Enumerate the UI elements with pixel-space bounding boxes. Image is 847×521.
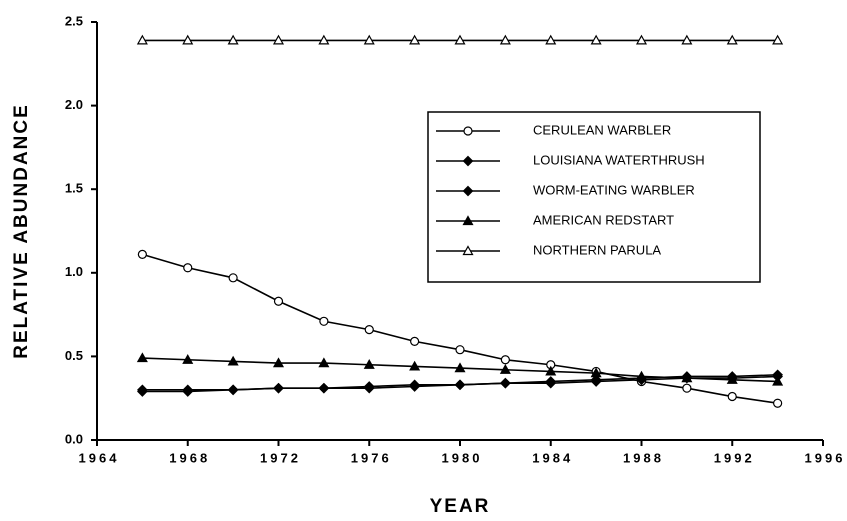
y-tick-label: 2.0 <box>65 97 83 112</box>
x-tick-label: 1964 <box>79 450 120 465</box>
y-axis-label: RELATIVE ABUNDANCE <box>11 103 32 359</box>
legend-label: AMERICAN REDSTART <box>533 212 674 227</box>
legend-box <box>427 111 761 283</box>
y-tick-label: 1.0 <box>65 264 83 279</box>
y-tick-label: 0.0 <box>65 431 83 446</box>
x-tick-label: 1984 <box>532 450 573 465</box>
data-point <box>454 34 466 45</box>
x-tick-label: 1968 <box>169 450 210 465</box>
data-point <box>499 34 511 45</box>
legend-marker <box>463 126 473 136</box>
data-point <box>227 34 239 45</box>
x-tick-label: 1972 <box>260 450 301 465</box>
data-point <box>272 34 285 45</box>
data-point <box>454 379 466 391</box>
data-point <box>772 375 784 386</box>
data-point <box>590 374 602 386</box>
legend-label: CERULEAN WARBLER <box>533 122 671 137</box>
data-point <box>500 377 511 389</box>
x-tick-label: 1988 <box>623 450 664 465</box>
data-point <box>318 34 330 45</box>
data-point <box>363 382 375 394</box>
data-point <box>318 382 330 394</box>
data-point <box>455 345 465 355</box>
data-point <box>772 34 784 45</box>
data-point <box>454 362 466 373</box>
legend-label: LOUISIANA WATERTHRUSH <box>533 152 705 167</box>
data-point <box>273 296 284 306</box>
data-point <box>635 370 648 381</box>
legend-marker <box>462 155 474 167</box>
data-point <box>409 360 421 371</box>
data-point <box>318 357 330 368</box>
data-point <box>681 372 693 383</box>
data-point <box>545 34 557 45</box>
data-point <box>726 374 738 384</box>
data-point <box>499 364 511 374</box>
data-point <box>635 34 648 45</box>
data-point <box>773 398 783 408</box>
data-point <box>228 273 238 283</box>
data-point <box>590 367 602 378</box>
data-point <box>137 384 148 396</box>
data-point <box>363 359 375 369</box>
legend-marker <box>462 185 474 197</box>
data-point <box>183 263 193 273</box>
data-point <box>319 316 329 326</box>
data-point <box>137 249 147 260</box>
data-point <box>590 34 602 45</box>
data-point <box>410 336 420 346</box>
data-point <box>227 384 239 396</box>
data-point <box>227 355 239 366</box>
data-point <box>409 34 421 45</box>
data-point <box>182 34 194 45</box>
y-tick-label: 2.5 <box>65 13 83 28</box>
data-point <box>182 384 194 396</box>
data-point <box>409 381 420 392</box>
legend-marker <box>462 245 474 256</box>
data-point <box>136 352 148 363</box>
data-point <box>500 355 510 365</box>
legend-marker <box>462 215 474 226</box>
data-point <box>726 34 738 45</box>
y-tick-label: 0.5 <box>65 348 83 363</box>
data-point <box>272 357 285 368</box>
x-tick-label: 1976 <box>351 450 392 465</box>
y-tick-label: 1.5 <box>65 181 83 196</box>
x-tick-label: 1980 <box>442 450 483 465</box>
data-point <box>363 34 375 45</box>
data-point <box>727 391 737 402</box>
x-tick-label: 1992 <box>714 450 755 465</box>
x-tick-label: 1996 <box>805 450 846 465</box>
data-point <box>364 325 374 335</box>
legend-label: WORM-EATING WARBLER <box>533 182 695 197</box>
data-point <box>682 383 692 393</box>
x-axis-label: YEAR <box>430 496 491 517</box>
data-point <box>273 382 284 394</box>
data-point <box>545 376 557 387</box>
legend-label: NORTHERN PARULA <box>533 242 661 257</box>
data-point <box>136 34 148 45</box>
data-point <box>182 354 194 364</box>
data-point <box>545 365 557 376</box>
data-point <box>681 34 693 45</box>
